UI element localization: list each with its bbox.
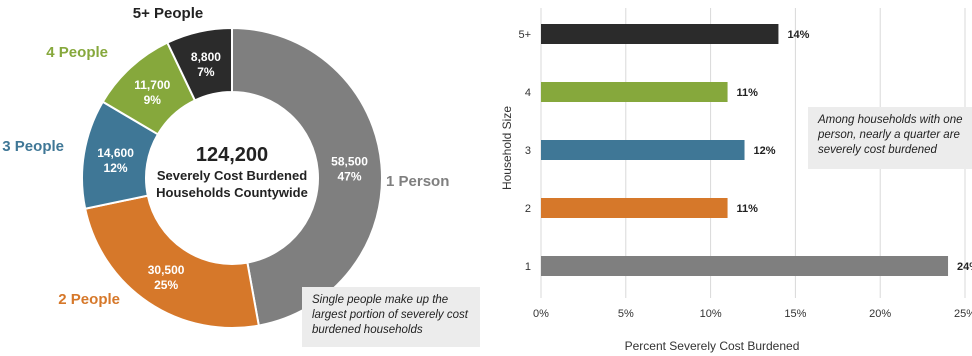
- bar-y-tick-label: 4: [525, 87, 531, 99]
- bar-x-tick-label: 10%: [700, 308, 722, 320]
- donut-slice: [166, 26, 233, 102]
- donut-category-label: 2 People: [58, 291, 120, 308]
- donut-slice-pct-label: 7%: [197, 65, 215, 79]
- donut-slice-value-label: 30,500: [148, 263, 185, 277]
- donut-category-label: 4 People: [46, 44, 108, 61]
- donut-annotation: Single people make up the largest portio…: [302, 287, 480, 347]
- donut-category-label: 3 People: [2, 138, 64, 155]
- donut-slice-value-label: 8,800: [191, 50, 221, 64]
- donut-center-line1: Severely Cost Burdened: [157, 168, 307, 183]
- donut-category-label: 1 Person: [386, 173, 449, 190]
- bar-chart: 0% 5% 10% 15% 20% 25% 5+ 14% 4 11% 3 12% 2 11% 1 24%: [518, 8, 972, 320]
- bar-x-axis-label: Percent Severely Cost Burdened: [625, 339, 800, 353]
- donut-slice: [83, 194, 260, 329]
- bar-value-label: 24%: [957, 261, 972, 273]
- bar-value-label: 12%: [754, 145, 776, 157]
- bar-y-tick-label: 3: [525, 145, 531, 157]
- bar-y-tick-label: 2: [525, 203, 531, 215]
- donut-slice: [231, 26, 383, 327]
- bar-rect: [541, 82, 728, 102]
- bar-y-tick-label: 5+: [518, 29, 531, 41]
- donut-slice-pct-label: 9%: [144, 93, 162, 107]
- donut-hole: [147, 93, 317, 263]
- donut-slice-value-label: 11,700: [134, 78, 170, 92]
- bar-rect: [541, 24, 779, 44]
- donut-center-value: 124,200: [196, 144, 268, 166]
- bar-x-tick-label: 5%: [618, 308, 634, 320]
- donut-slice-pct-label: 12%: [104, 161, 128, 175]
- bar-annotation: Among households with one person, nearly…: [808, 107, 972, 169]
- bar-x-tick-label: 0%: [533, 308, 549, 320]
- donut-category-label: 5+ People: [133, 5, 203, 22]
- bar-rect: [541, 256, 949, 276]
- donut-center-line2: Households Countywide: [156, 185, 308, 200]
- bar-x-tick-label: 20%: [869, 308, 891, 320]
- bar-value-label: 11%: [737, 203, 759, 215]
- donut-slice-pct-label: 25%: [154, 278, 178, 292]
- bar-rect: [541, 198, 728, 218]
- donut-slice-pct-label: 47%: [338, 169, 362, 183]
- donut-slice-value-label: 14,600: [97, 146, 134, 160]
- bar-y-tick-label: 1: [525, 261, 531, 273]
- bar-value-label: 11%: [737, 87, 759, 99]
- bar-y-axis-label: Household Size: [500, 106, 514, 190]
- donut-slice-value-label: 58,500: [331, 154, 368, 168]
- bar-value-label: 14%: [787, 29, 809, 41]
- bar-rect: [541, 140, 745, 160]
- bar-x-tick-label: 25%: [954, 308, 972, 320]
- bar-x-tick-label: 15%: [784, 308, 806, 320]
